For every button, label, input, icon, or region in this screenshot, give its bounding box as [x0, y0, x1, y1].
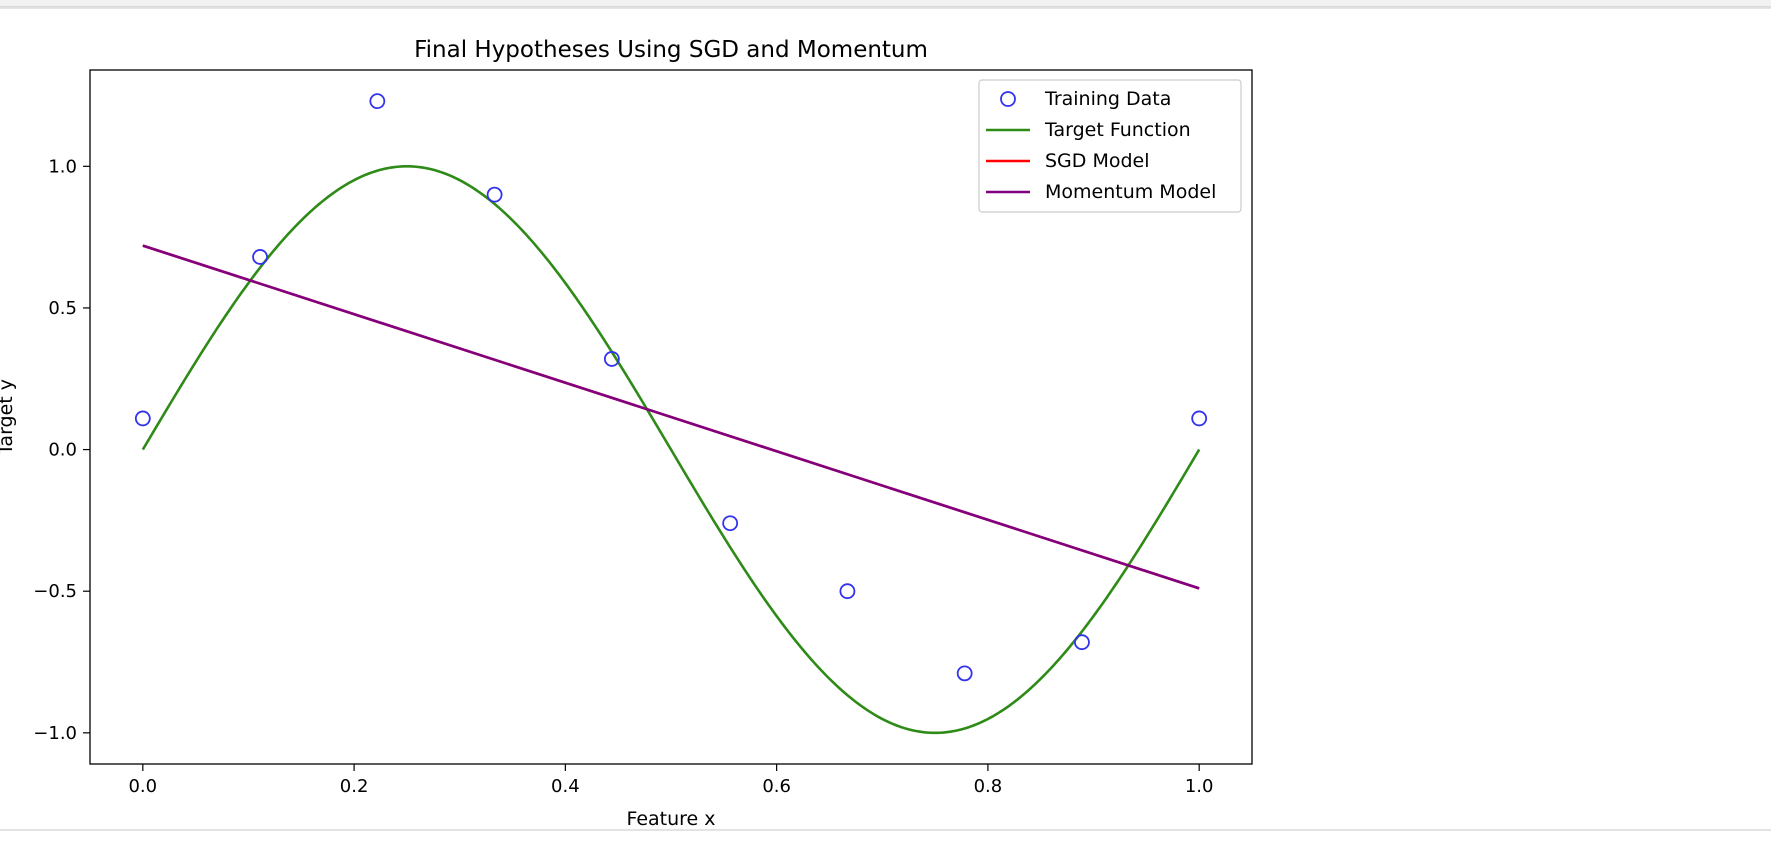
y-tick-label: −1.0	[33, 723, 77, 744]
y-axis-ticks: −1.0 −0.5 0.0 0.5 1.0	[33, 156, 90, 744]
x-axis-label: Feature x	[626, 808, 715, 830]
data-point-training-data	[486, 186, 503, 203]
legend-label-training-data: Training Data	[1044, 88, 1171, 110]
legend: Training Data Target Function SGD Model Mom…	[978, 79, 1242, 213]
x-tick-label: 0.6	[762, 776, 791, 797]
data-point-training-data	[722, 515, 739, 532]
legend-label-momentum-model: Momentum Model	[1045, 181, 1216, 203]
data-point-training-data	[603, 351, 620, 367]
bottom-divider	[0, 829, 1771, 831]
data-point-training-data	[1074, 634, 1090, 651]
x-tick-label: 0.2	[340, 776, 369, 797]
data-point-training-data	[369, 93, 386, 110]
series-layer	[134, 93, 1208, 735]
y-tick-label: 0.0	[48, 440, 77, 461]
data-point-training-data	[839, 583, 856, 600]
y-tick-label: 1.0	[48, 156, 77, 177]
y-tick-label: 0.5	[48, 298, 77, 319]
series-line-target-function	[141, 165, 1201, 735]
x-tick-label: 0.0	[128, 776, 157, 797]
legend-label-target-function: Target Function	[1044, 119, 1191, 141]
data-point-training-data	[1191, 410, 1208, 427]
legend-label-sgd-model: SGD Model	[1045, 150, 1150, 172]
legend-marker-training-data	[1000, 91, 1016, 107]
x-tick-label: 0.8	[974, 776, 1003, 797]
top-divider	[0, 0, 1771, 9]
data-point-training-data	[252, 249, 268, 265]
x-axis-ticks: 0.0 0.2 0.4 0.6 0.8 1.0	[128, 764, 1214, 797]
data-point-training-data	[134, 410, 151, 427]
x-tick-label: 0.4	[551, 776, 580, 797]
y-axis-label: Target y	[0, 379, 17, 456]
data-point-training-data	[956, 665, 973, 682]
chart-title: Final Hypotheses Using SGD and Momentum	[414, 37, 928, 63]
y-tick-label: −0.5	[33, 581, 77, 602]
series-line-momentum-model	[142, 244, 1200, 590]
x-tick-label: 1.0	[1185, 776, 1214, 797]
legend-box	[978, 79, 1242, 213]
